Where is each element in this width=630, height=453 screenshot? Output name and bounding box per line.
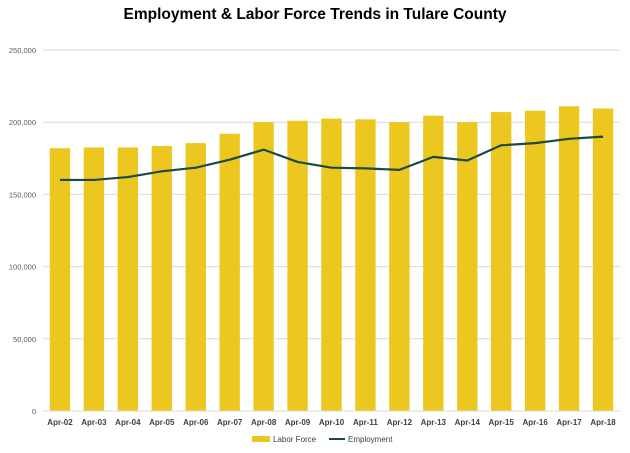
legend-label-employment: Employment: [348, 435, 393, 444]
labor-force-bar: [491, 112, 512, 411]
labor-force-bars: [49, 106, 614, 412]
labor-force-bar: [321, 118, 342, 411]
y-tick-label: 150,000: [9, 190, 36, 199]
x-category-label: Apr-12: [387, 418, 413, 427]
labor-force-bar: [287, 120, 308, 412]
labor-force-bar: [253, 122, 274, 411]
x-category-label: Apr-07: [217, 418, 243, 427]
y-tick-label: 100,000: [9, 263, 36, 272]
x-category-label: Apr-13: [421, 418, 447, 427]
legend-label-labor-force: Labor Force: [273, 435, 317, 444]
y-tick-label: 250,000: [9, 46, 36, 55]
legend-swatch-labor-force: [252, 436, 270, 442]
labor-force-bar: [558, 106, 580, 411]
y-tick-label: 200,000: [9, 118, 36, 127]
y-tick-label: 50,000: [13, 335, 36, 344]
x-category-label: Apr-09: [285, 418, 311, 427]
labor-force-bar: [592, 108, 614, 412]
x-axis-category-labels: Apr-02 Apr-03 Apr-04 Apr-05 Apr-06 Apr-07 Apr-…: [47, 418, 616, 427]
y-axis-tick-labels: 0 50,000 100,000 150,000 200,000 250,000: [9, 46, 36, 416]
x-category-label: Apr-18: [590, 418, 616, 427]
x-category-label: Apr-16: [522, 418, 548, 427]
y-tick-label: 0: [32, 407, 36, 416]
x-category-label: Apr-17: [556, 418, 582, 427]
labor-force-bar: [83, 147, 105, 411]
labor-force-bar: [185, 143, 206, 411]
labor-force-bar: [151, 146, 172, 411]
chart-title: Employment & Labor Force Trends in Tular…: [123, 6, 507, 23]
x-category-label: Apr-08: [251, 418, 277, 427]
labor-force-bar: [219, 133, 240, 411]
x-category-label: Apr-14: [455, 418, 481, 427]
legend: Labor Force Employment: [252, 435, 393, 444]
labor-force-bar: [457, 122, 478, 411]
employment-line-group: [59, 135, 604, 182]
labor-force-bar: [49, 148, 71, 411]
labor-force-bar: [355, 119, 376, 411]
x-category-label: Apr-11: [353, 418, 378, 427]
labor-force-bar: [389, 122, 410, 411]
labor-force-bar: [524, 110, 546, 411]
x-category-label: Apr-03: [81, 418, 107, 427]
x-category-label: Apr-02: [47, 418, 73, 427]
x-category-label: Apr-05: [149, 418, 175, 427]
x-category-label: Apr-15: [489, 418, 515, 427]
labor-force-bar: [117, 147, 139, 411]
x-category-label: Apr-04: [115, 418, 141, 427]
x-category-label: Apr-06: [183, 418, 209, 427]
labor-force-bar: [423, 115, 444, 412]
x-category-label: Apr-10: [319, 418, 345, 427]
